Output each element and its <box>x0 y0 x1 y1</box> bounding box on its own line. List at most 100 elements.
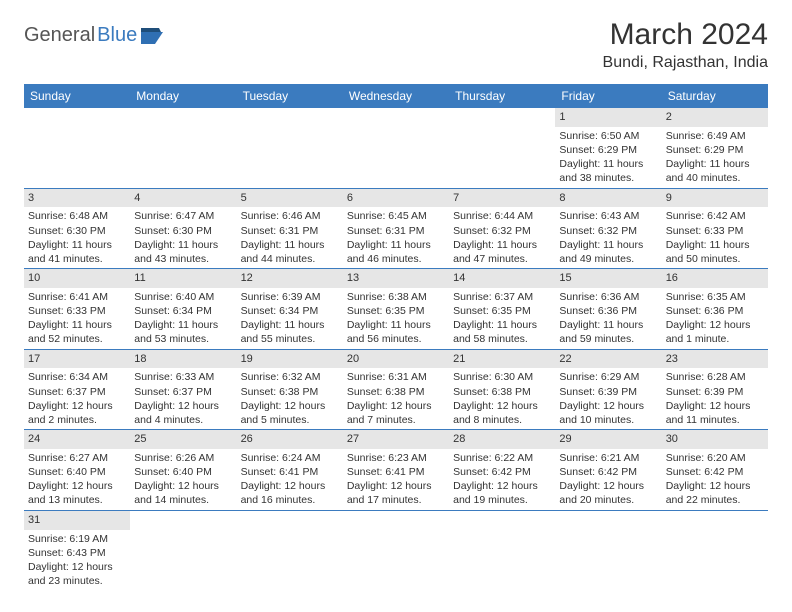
day-details: Sunrise: 6:33 AMSunset: 6:37 PMDaylight:… <box>130 370 236 429</box>
calendar-row: 3Sunrise: 6:48 AMSunset: 6:30 PMDaylight… <box>24 188 768 269</box>
weekday-header: Thursday <box>449 84 555 108</box>
daylight-text: Daylight: 11 hours and 52 minutes. <box>28 318 126 346</box>
sunset-text: Sunset: 6:38 PM <box>347 385 445 399</box>
day-details: Sunrise: 6:46 AMSunset: 6:31 PMDaylight:… <box>237 209 343 268</box>
logo-text-1: General <box>24 24 95 47</box>
day-number: 17 <box>24 350 130 369</box>
calendar-cell: 16Sunrise: 6:35 AMSunset: 6:36 PMDayligh… <box>662 269 768 350</box>
day-details: Sunrise: 6:31 AMSunset: 6:38 PMDaylight:… <box>343 370 449 429</box>
calendar-cell: 21Sunrise: 6:30 AMSunset: 6:38 PMDayligh… <box>449 349 555 430</box>
calendar-cell: 7Sunrise: 6:44 AMSunset: 6:32 PMDaylight… <box>449 188 555 269</box>
day-details: Sunrise: 6:32 AMSunset: 6:38 PMDaylight:… <box>237 370 343 429</box>
sunrise-text: Sunrise: 6:32 AM <box>241 370 339 384</box>
daylight-text: Daylight: 12 hours and 5 minutes. <box>241 399 339 427</box>
day-number: 27 <box>343 430 449 449</box>
weekday-header: Sunday <box>24 84 130 108</box>
calendar-cell: 28Sunrise: 6:22 AMSunset: 6:42 PMDayligh… <box>449 430 555 511</box>
calendar-cell-empty <box>449 510 555 590</box>
day-number: 8 <box>555 189 661 208</box>
calendar-cell: 19Sunrise: 6:32 AMSunset: 6:38 PMDayligh… <box>237 349 343 430</box>
day-number: 4 <box>130 189 236 208</box>
calendar-cell: 24Sunrise: 6:27 AMSunset: 6:40 PMDayligh… <box>24 430 130 511</box>
day-number: 30 <box>662 430 768 449</box>
day-number: 29 <box>555 430 661 449</box>
sunrise-text: Sunrise: 6:41 AM <box>28 290 126 304</box>
calendar-row: 31Sunrise: 6:19 AMSunset: 6:43 PMDayligh… <box>24 510 768 590</box>
sunrise-text: Sunrise: 6:50 AM <box>559 129 657 143</box>
logo-text-2: Blue <box>97 24 137 47</box>
day-details: Sunrise: 6:34 AMSunset: 6:37 PMDaylight:… <box>24 370 130 429</box>
day-number: 25 <box>130 430 236 449</box>
daylight-text: Daylight: 12 hours and 7 minutes. <box>347 399 445 427</box>
day-number: 28 <box>449 430 555 449</box>
day-details: Sunrise: 6:28 AMSunset: 6:39 PMDaylight:… <box>662 370 768 429</box>
calendar-cell: 1Sunrise: 6:50 AMSunset: 6:29 PMDaylight… <box>555 108 661 188</box>
daylight-text: Daylight: 12 hours and 1 minute. <box>666 318 764 346</box>
calendar-cell: 3Sunrise: 6:48 AMSunset: 6:30 PMDaylight… <box>24 188 130 269</box>
calendar-cell-empty <box>237 510 343 590</box>
day-number: 11 <box>130 269 236 288</box>
sunset-text: Sunset: 6:39 PM <box>559 385 657 399</box>
sunset-text: Sunset: 6:38 PM <box>241 385 339 399</box>
day-details: Sunrise: 6:30 AMSunset: 6:38 PMDaylight:… <box>449 370 555 429</box>
calendar-row: 24Sunrise: 6:27 AMSunset: 6:40 PMDayligh… <box>24 430 768 511</box>
sunset-text: Sunset: 6:43 PM <box>28 546 126 560</box>
calendar-row: 1Sunrise: 6:50 AMSunset: 6:29 PMDaylight… <box>24 108 768 188</box>
day-number: 22 <box>555 350 661 369</box>
day-number: 6 <box>343 189 449 208</box>
calendar-cell: 6Sunrise: 6:45 AMSunset: 6:31 PMDaylight… <box>343 188 449 269</box>
sunrise-text: Sunrise: 6:33 AM <box>134 370 232 384</box>
day-details: Sunrise: 6:44 AMSunset: 6:32 PMDaylight:… <box>449 209 555 268</box>
day-number: 9 <box>662 189 768 208</box>
day-details: Sunrise: 6:47 AMSunset: 6:30 PMDaylight:… <box>130 209 236 268</box>
day-details: Sunrise: 6:37 AMSunset: 6:35 PMDaylight:… <box>449 290 555 349</box>
calendar-cell-empty <box>555 510 661 590</box>
daylight-text: Daylight: 11 hours and 55 minutes. <box>241 318 339 346</box>
daylight-text: Daylight: 11 hours and 58 minutes. <box>453 318 551 346</box>
day-details: Sunrise: 6:38 AMSunset: 6:35 PMDaylight:… <box>343 290 449 349</box>
sunset-text: Sunset: 6:38 PM <box>453 385 551 399</box>
calendar-cell: 12Sunrise: 6:39 AMSunset: 6:34 PMDayligh… <box>237 269 343 350</box>
calendar-cell: 8Sunrise: 6:43 AMSunset: 6:32 PMDaylight… <box>555 188 661 269</box>
sunset-text: Sunset: 6:29 PM <box>666 143 764 157</box>
daylight-text: Daylight: 12 hours and 10 minutes. <box>559 399 657 427</box>
sunrise-text: Sunrise: 6:46 AM <box>241 209 339 223</box>
day-details: Sunrise: 6:42 AMSunset: 6:33 PMDaylight:… <box>662 209 768 268</box>
day-number: 7 <box>449 189 555 208</box>
sunset-text: Sunset: 6:30 PM <box>28 224 126 238</box>
sunrise-text: Sunrise: 6:36 AM <box>559 290 657 304</box>
sunrise-text: Sunrise: 6:27 AM <box>28 451 126 465</box>
daylight-text: Daylight: 11 hours and 38 minutes. <box>559 157 657 185</box>
daylight-text: Daylight: 12 hours and 2 minutes. <box>28 399 126 427</box>
sunset-text: Sunset: 6:41 PM <box>347 465 445 479</box>
calendar-table: SundayMondayTuesdayWednesdayThursdayFrid… <box>24 84 768 590</box>
day-number: 15 <box>555 269 661 288</box>
day-number: 13 <box>343 269 449 288</box>
calendar-cell-empty <box>130 108 236 188</box>
sunset-text: Sunset: 6:39 PM <box>666 385 764 399</box>
sunset-text: Sunset: 6:42 PM <box>559 465 657 479</box>
sunrise-text: Sunrise: 6:35 AM <box>666 290 764 304</box>
daylight-text: Daylight: 11 hours and 59 minutes. <box>559 318 657 346</box>
day-details: Sunrise: 6:49 AMSunset: 6:29 PMDaylight:… <box>662 129 768 188</box>
sunset-text: Sunset: 6:37 PM <box>134 385 232 399</box>
day-number: 3 <box>24 189 130 208</box>
month-title: March 2024 <box>603 18 768 52</box>
weekday-header: Tuesday <box>237 84 343 108</box>
calendar-row: 10Sunrise: 6:41 AMSunset: 6:33 PMDayligh… <box>24 269 768 350</box>
calendar-cell: 23Sunrise: 6:28 AMSunset: 6:39 PMDayligh… <box>662 349 768 430</box>
calendar-cell: 9Sunrise: 6:42 AMSunset: 6:33 PMDaylight… <box>662 188 768 269</box>
day-details: Sunrise: 6:36 AMSunset: 6:36 PMDaylight:… <box>555 290 661 349</box>
daylight-text: Daylight: 12 hours and 16 minutes. <box>241 479 339 507</box>
day-number: 12 <box>237 269 343 288</box>
sunset-text: Sunset: 6:36 PM <box>666 304 764 318</box>
day-details: Sunrise: 6:20 AMSunset: 6:42 PMDaylight:… <box>662 451 768 510</box>
daylight-text: Daylight: 11 hours and 40 minutes. <box>666 157 764 185</box>
daylight-text: Daylight: 12 hours and 23 minutes. <box>28 560 126 588</box>
day-details: Sunrise: 6:50 AMSunset: 6:29 PMDaylight:… <box>555 129 661 188</box>
day-details: Sunrise: 6:48 AMSunset: 6:30 PMDaylight:… <box>24 209 130 268</box>
weekday-header: Monday <box>130 84 236 108</box>
sunrise-text: Sunrise: 6:26 AM <box>134 451 232 465</box>
sunrise-text: Sunrise: 6:48 AM <box>28 209 126 223</box>
calendar-cell: 11Sunrise: 6:40 AMSunset: 6:34 PMDayligh… <box>130 269 236 350</box>
